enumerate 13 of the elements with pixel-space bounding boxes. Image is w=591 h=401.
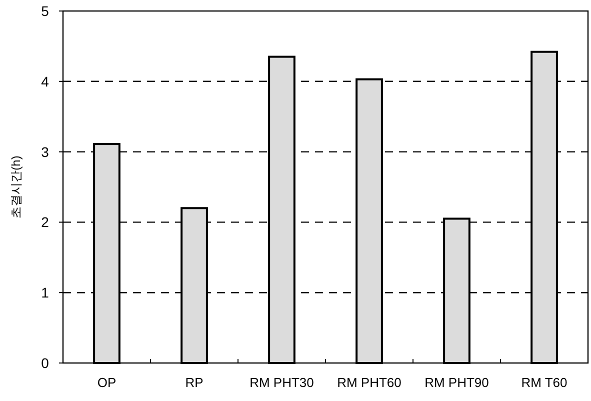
x-tick-label: RM T60 — [521, 375, 568, 390]
x-tick-label: RM PHT30 — [250, 375, 314, 390]
x-tick-label: OP — [97, 375, 116, 390]
y-tick-label: 1 — [41, 284, 50, 301]
x-tick-label: RM PHT60 — [337, 375, 402, 390]
y-tick-label: 0 — [41, 355, 50, 371]
y-tick-label: 5 — [41, 3, 50, 19]
y-tick-label: 3 — [41, 144, 50, 160]
x-tick-label: RM PHT90 — [424, 375, 489, 390]
x-tick-label: RP — [185, 375, 204, 390]
y-tick-label: 4 — [41, 73, 50, 90]
y-tick-label: 2 — [41, 214, 50, 230]
y-axis-title: 초결시간(h) — [9, 156, 23, 218]
